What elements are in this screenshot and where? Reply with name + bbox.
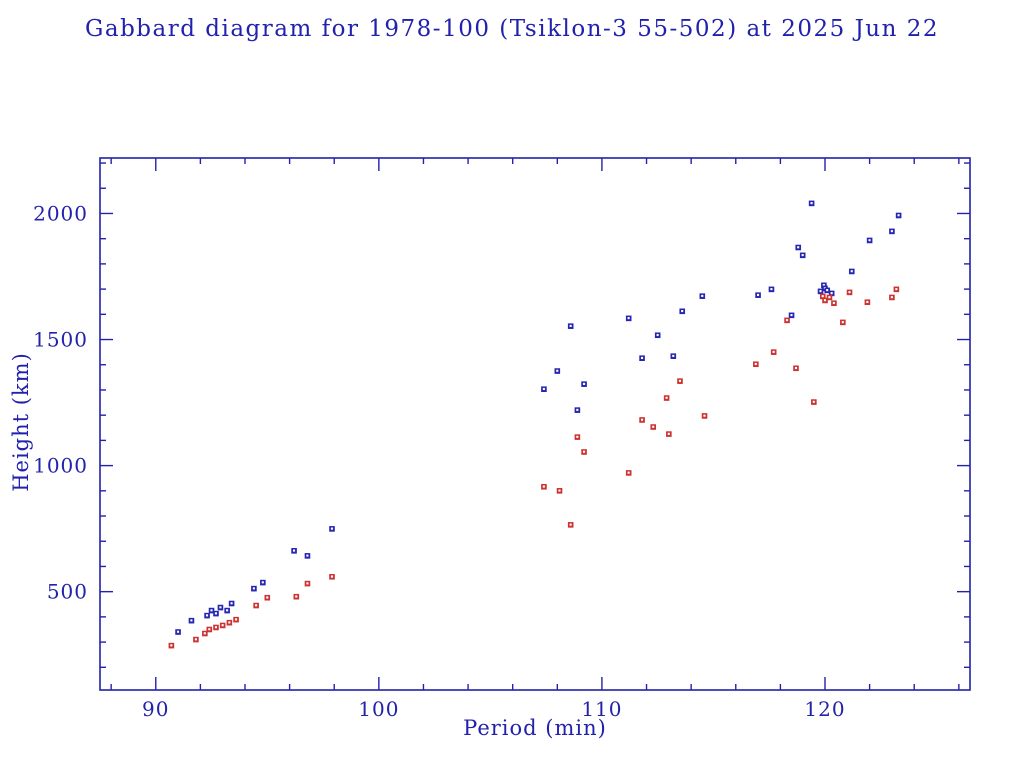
perigee-point-center (203, 632, 206, 635)
perigee-point-center (542, 485, 545, 488)
apogee-point-center (205, 614, 209, 617)
perigee-point-center (295, 595, 298, 598)
perigee-point-center (255, 604, 258, 607)
apogee-point-center (210, 609, 213, 612)
perigee-point-center (665, 396, 668, 399)
x-tick-label: 90 (142, 697, 169, 721)
perigee-point-center (234, 618, 238, 621)
apogee-point-center (556, 369, 559, 372)
apogee-point-center (627, 317, 630, 320)
apogee-point-center (770, 288, 773, 291)
perigee-point-center (794, 366, 797, 370)
perigee-point-center (330, 575, 333, 578)
perigee-point-center (772, 350, 775, 353)
apogee-point-center (542, 387, 545, 391)
apogee-point-center (797, 246, 800, 249)
apogee-point-center (790, 314, 793, 317)
perigee-point-center (652, 425, 655, 428)
apogee-point-center (756, 293, 760, 296)
perigee-point-center (812, 400, 815, 403)
y-axis-label: Height (km) (9, 352, 33, 492)
perigee-point-center (866, 300, 869, 304)
perigee-point-center (221, 624, 224, 627)
perigee-point-center (828, 296, 831, 299)
apogee-point-center (868, 239, 871, 242)
y-tick-label: 1000 (33, 454, 88, 478)
apogee-point-center (897, 214, 900, 217)
perigee-point-center (678, 379, 681, 382)
perigee-point-center (228, 621, 231, 624)
apogee-point-center (214, 612, 217, 615)
perigee-point-center (208, 628, 211, 631)
apogee-point-center (681, 309, 684, 313)
x-axis-label: Period (min) (463, 716, 607, 740)
y-tick-label: 2000 (33, 201, 88, 225)
perigee-point-center (823, 299, 826, 302)
apogee-point-center (701, 294, 704, 297)
perigee-point-center (785, 319, 789, 322)
apogee-point-center (801, 254, 804, 257)
perigee-point-center (569, 523, 572, 526)
y-tick-label: 1500 (33, 328, 88, 352)
apogee-point-center (226, 609, 229, 612)
x-tick-label: 110 (581, 697, 622, 721)
perigee-point-center (170, 644, 173, 647)
apogee-point-center (826, 289, 829, 292)
perigee-point-center (576, 435, 579, 438)
perigee-point-center (194, 638, 197, 641)
apogee-point-center (292, 549, 296, 552)
perigee-point-center (821, 295, 824, 298)
perigee-point-center (703, 414, 706, 417)
apogee-point-center (230, 602, 233, 605)
perigee-point-center (667, 432, 670, 435)
apogee-point-center (330, 527, 333, 530)
perigee-point-center (848, 291, 851, 294)
apogee-point-center (850, 270, 853, 273)
apogee-point-center (582, 382, 586, 385)
apogee-point-center (306, 554, 309, 557)
apogee-point-center (190, 619, 193, 622)
x-tick-label: 100 (358, 697, 399, 721)
apogee-point-center (830, 292, 833, 295)
perigee-point-center (890, 296, 893, 299)
apogee-point-center (261, 581, 264, 584)
apogee-point-center (810, 202, 813, 205)
perigee-point-center (266, 596, 269, 599)
apogee-point-center (822, 284, 825, 287)
perigee-point-center (841, 321, 844, 324)
perigee-point-center (582, 450, 586, 453)
apogee-point-center (252, 587, 255, 590)
apogee-point-center (819, 290, 822, 293)
perigee-point-center (627, 471, 630, 474)
apogee-point-center (656, 333, 659, 337)
perigee-point-center (558, 489, 561, 492)
x-tick-label: 120 (804, 697, 845, 721)
perigee-point-center (895, 288, 898, 291)
apogee-point-center (672, 354, 675, 357)
apogee-point-center (569, 324, 572, 327)
perigee-point-center (640, 418, 644, 421)
perigee-point-center (214, 626, 217, 629)
apogee-point-center (576, 408, 579, 411)
apogee-point-center (640, 356, 644, 359)
plot-frame (99, 157, 971, 691)
perigee-point-center (832, 301, 835, 305)
chart-title: Gabbard diagram for 1978-100 (Tsiklon-3 … (84, 16, 940, 42)
apogee-point-center (176, 630, 180, 633)
perigee-point-center (754, 362, 757, 366)
apogee-point-center (219, 606, 222, 609)
perigee-point-center (306, 582, 309, 585)
y-tick-label: 500 (47, 580, 88, 604)
apogee-point-center (890, 230, 893, 233)
